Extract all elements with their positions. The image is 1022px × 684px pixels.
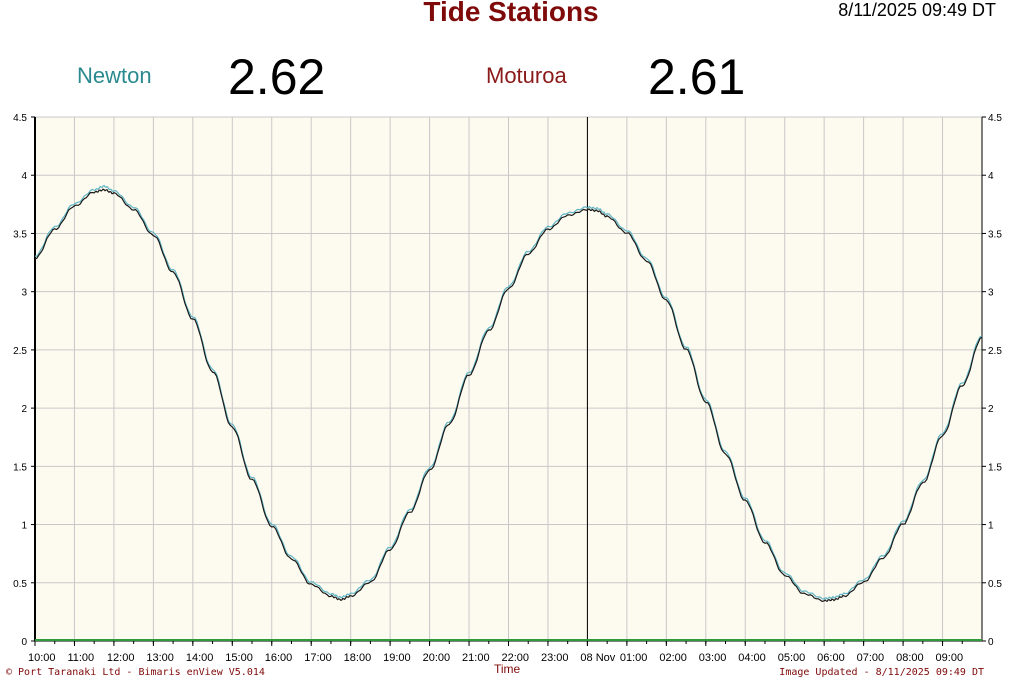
x-tick-label: 02:00 [659, 652, 687, 664]
x-tick-label: 09:00 [936, 652, 964, 664]
y-tick-label-right: 3.5 [988, 229, 1002, 240]
x-tick-label: 13:00 [146, 652, 174, 664]
x-tick-label: 01:00 [620, 652, 648, 664]
image-updated-footer: Image Updated - 8/11/2025 09:49 DT [779, 667, 984, 678]
series-line-moturoa [34, 188, 983, 603]
y-tick-label-left: 0 [21, 637, 27, 648]
x-tick-label: 18:00 [344, 652, 372, 664]
x-tick-label: 05:00 [778, 652, 806, 664]
y-tick-label-left: 1.5 [13, 462, 27, 473]
page-title: Tide Stations [423, 0, 599, 27]
station-name-newton: Newton [77, 63, 152, 88]
x-tick-label: 20:00 [423, 652, 451, 664]
station-name-moturoa: Moturoa [486, 63, 567, 88]
x-tick-label: 17:00 [304, 652, 332, 664]
x-tick-label: 15:00 [225, 652, 253, 664]
y-tick-label-left: 4.5 [13, 113, 27, 124]
x-tick-label: 21:00 [462, 652, 490, 664]
x-tick-label: 11:00 [67, 652, 94, 664]
series-line-newton [34, 184, 983, 600]
x-tick-label: 12:00 [107, 652, 135, 664]
station-value-newton: 2.62 [228, 49, 326, 105]
y-tick-label-right: 1.5 [988, 462, 1002, 473]
y-tick-label-right: 2.5 [988, 346, 1002, 357]
x-tick-label: 22:00 [502, 652, 530, 664]
y-tick-label-left: 3.5 [13, 229, 27, 240]
y-tick-label-left: 3 [21, 288, 27, 299]
x-tick-label: 19:00 [383, 652, 411, 664]
y-tick-label-right: 4 [988, 171, 994, 182]
x-tick-label: 07:00 [857, 652, 885, 664]
copyright-footer: © Port Taranaki Ltd - Bimaris enView V5.… [6, 667, 265, 678]
y-tick-label-right: 0.5 [988, 579, 1002, 590]
x-axis-label: Time [494, 662, 521, 676]
x-tick-label: 08 Nov [580, 652, 615, 664]
x-tick-label: 08:00 [896, 652, 924, 664]
station-value-moturoa: 2.61 [648, 49, 746, 105]
x-tick-label: 04:00 [738, 652, 766, 664]
x-tick-label: 16:00 [265, 652, 293, 664]
y-tick-label-right: 3 [988, 288, 994, 299]
y-tick-label-left: 4 [21, 171, 27, 182]
x-tick-label: 23:00 [541, 652, 569, 664]
y-tick-label-left: 2.5 [13, 346, 27, 357]
current-datetime: 8/11/2025 09:49 DT [838, 0, 996, 20]
y-tick-label-left: 1 [21, 521, 27, 532]
y-tick-label-right: 0 [988, 637, 994, 648]
x-tick-label: 14:00 [186, 652, 214, 664]
y-tick-label-left: 0.5 [13, 579, 27, 590]
x-tick-label: 03:00 [699, 652, 727, 664]
x-tick-label: 06:00 [817, 652, 845, 664]
y-tick-label-right: 4.5 [988, 113, 1002, 124]
y-tick-label-right: 2 [988, 404, 994, 415]
y-tick-label-left: 2 [21, 404, 27, 415]
x-tick-label: 10:00 [28, 652, 56, 664]
y-tick-label-right: 1 [988, 521, 994, 532]
